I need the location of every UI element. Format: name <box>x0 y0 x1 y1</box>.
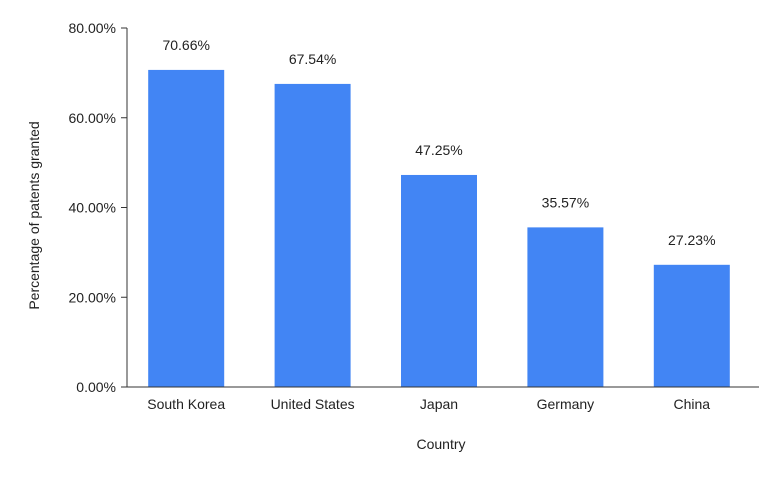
x-tick-label: Japan <box>420 396 458 412</box>
bar-data-label: 27.23% <box>668 232 715 248</box>
x-tick-label: South Korea <box>147 396 225 412</box>
x-axis-title: Country <box>416 436 465 452</box>
x-tick-label: Germany <box>537 396 595 412</box>
bar <box>148 69 225 387</box>
bar-data-label: 67.54% <box>289 51 336 67</box>
y-tick-label: 40.00% <box>69 200 116 216</box>
y-tick-label: 20.00% <box>69 289 116 305</box>
plot-area: 0.00% 20.00% 40.00% 60.00% 80.00% 70.66% South… <box>69 20 730 412</box>
bar <box>274 83 351 388</box>
bar <box>527 227 604 387</box>
bar <box>401 174 477 387</box>
x-tick-label: United States <box>271 396 355 412</box>
bar <box>653 264 730 387</box>
bar-data-label: 70.66% <box>162 37 209 53</box>
bar-data-label: 47.25% <box>415 142 462 158</box>
y-axis-title: Percentage of patents granted <box>26 121 42 309</box>
x-tick-label: China <box>674 396 711 412</box>
y-tick-label: 60.00% <box>69 110 116 126</box>
y-tick-label: 80.00% <box>69 20 116 36</box>
y-tick-label: 0.00% <box>76 379 116 395</box>
bar-data-label: 35.57% <box>542 194 589 210</box>
